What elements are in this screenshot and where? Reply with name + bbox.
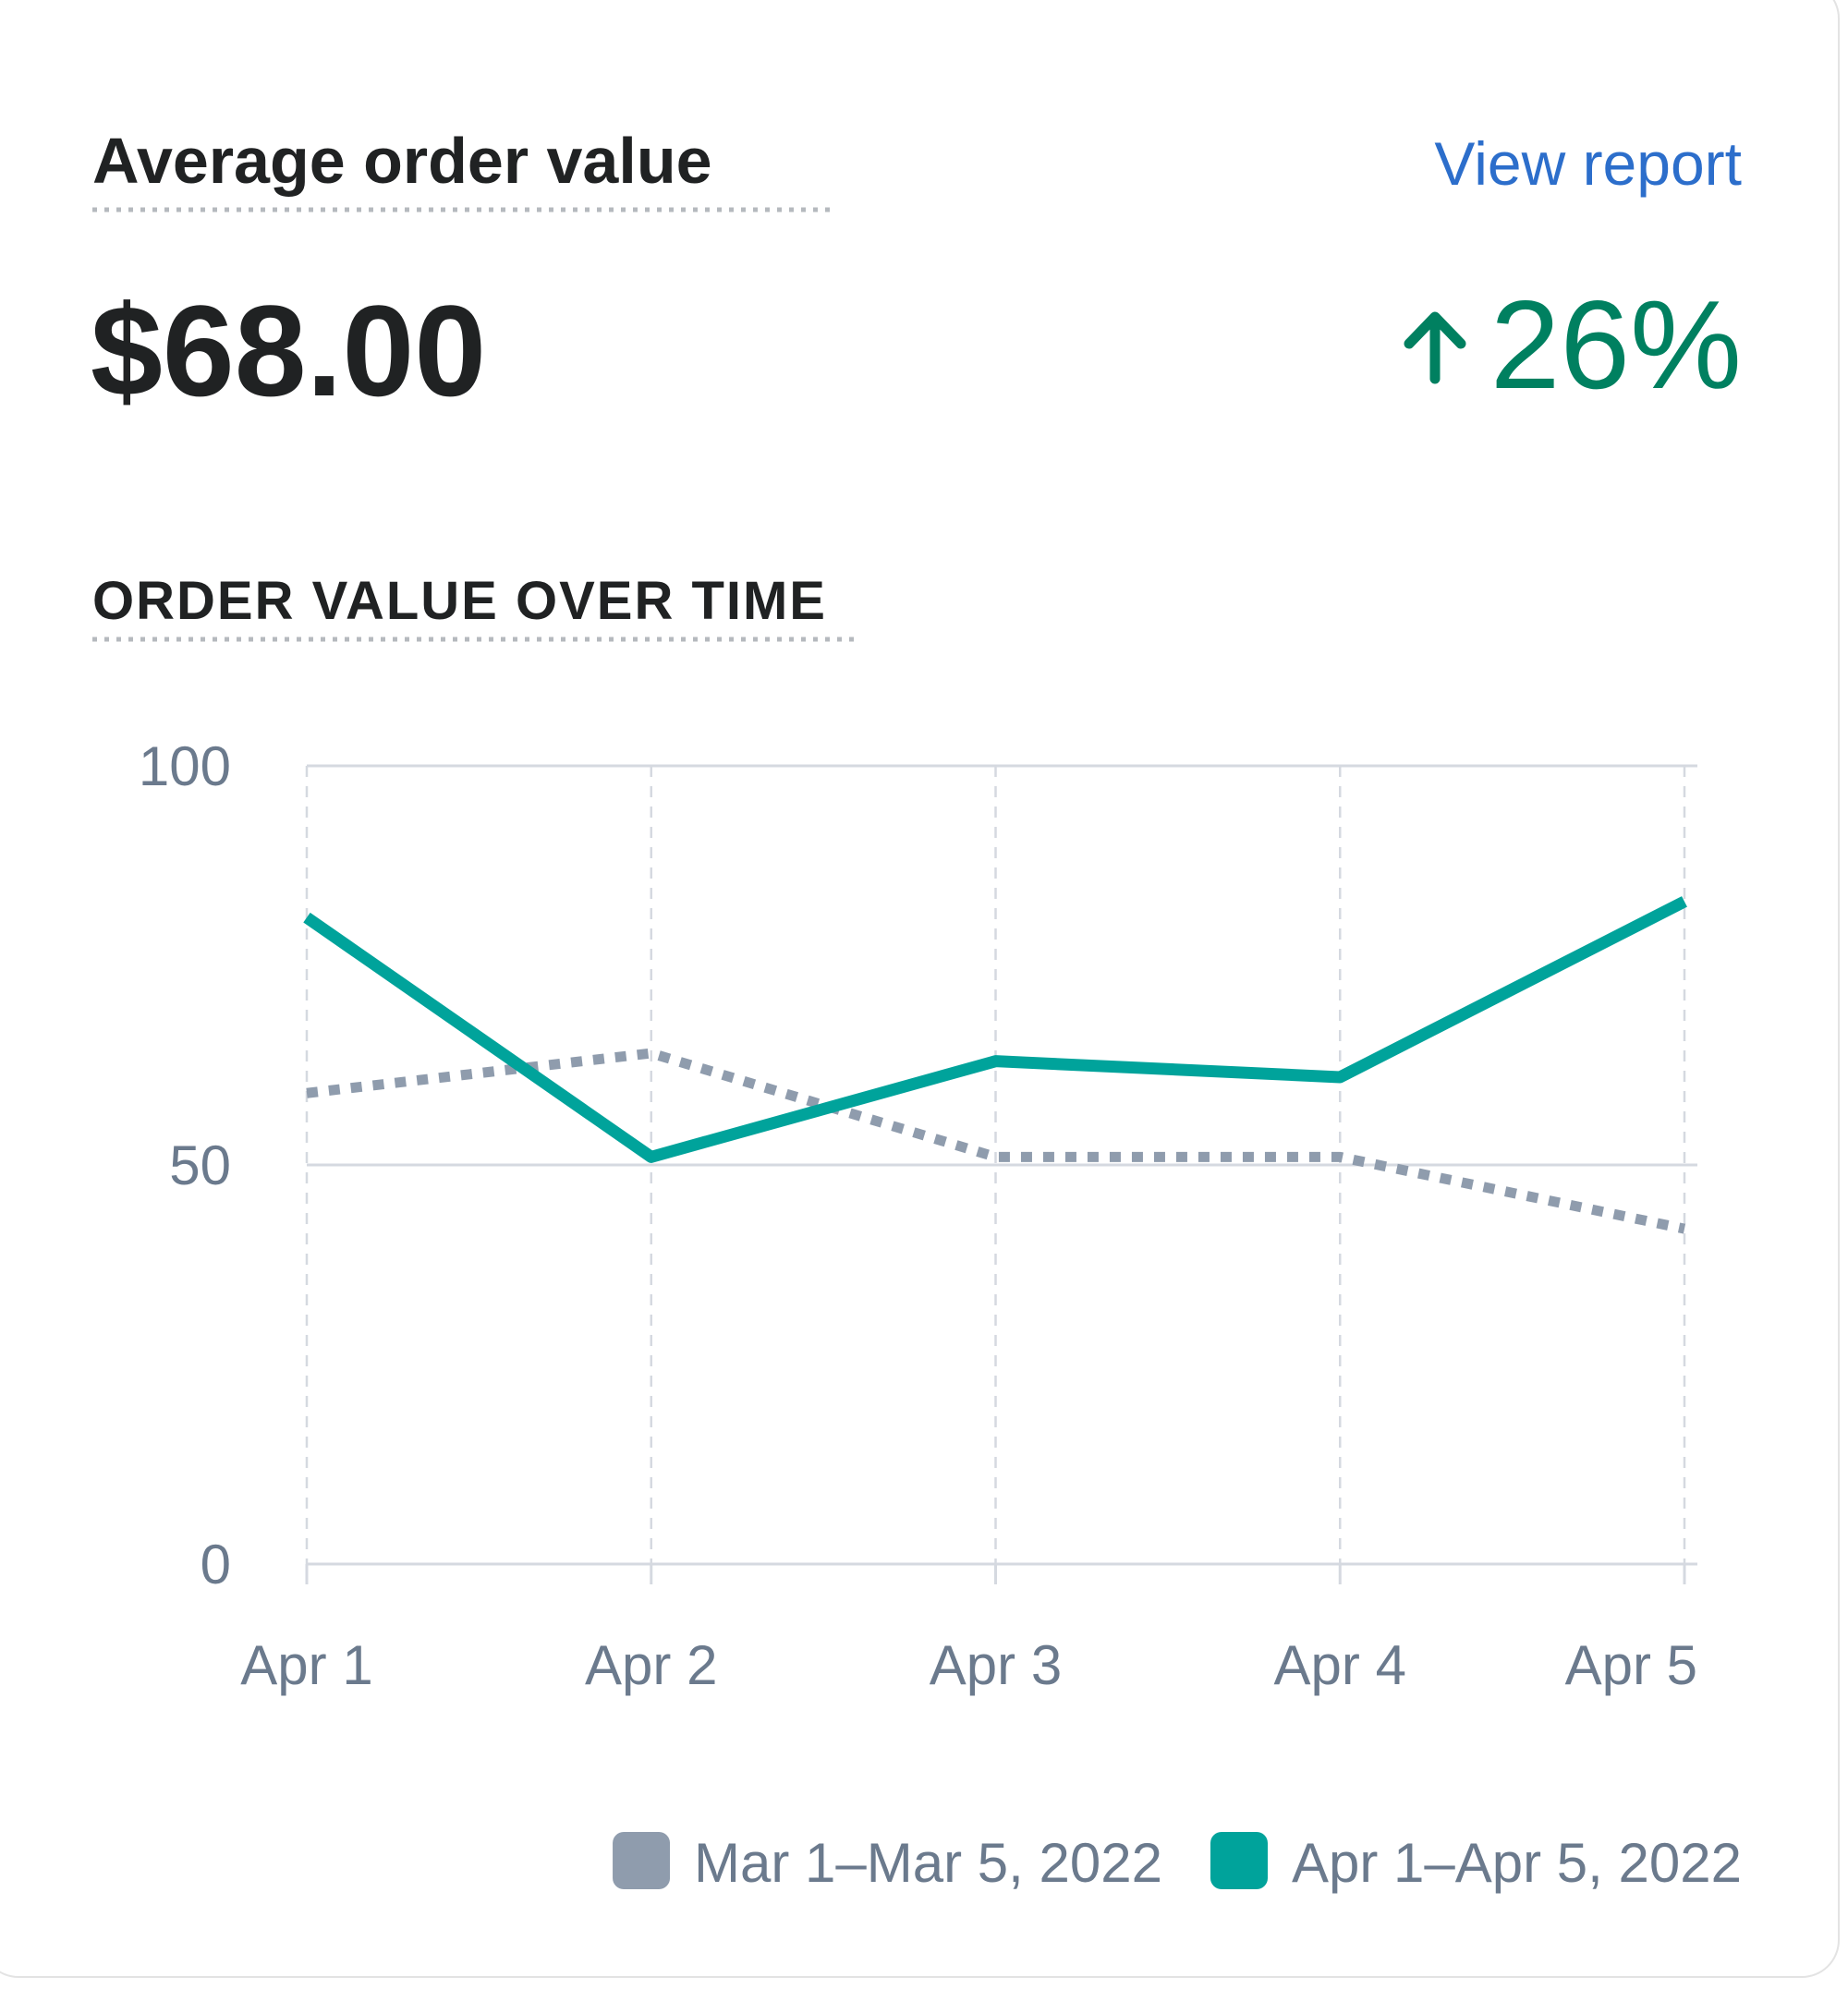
y-tick-label: 0 [201, 1534, 231, 1595]
up-arrow-icon [1404, 311, 1466, 384]
x-tick-label: Apr 4 [1274, 1634, 1406, 1696]
x-tick-label: Apr 2 [585, 1634, 717, 1696]
x-tick-label: Apr 3 [930, 1634, 1062, 1696]
line-series [303, 896, 1687, 1163]
change-percent: 26% [1490, 274, 1742, 415]
legend-swatch [1210, 1832, 1268, 1889]
chart-title: ORDER VALUE OVER TIME [92, 571, 827, 631]
legend-swatch [613, 1832, 671, 1889]
y-tick-label: 100 [139, 735, 231, 797]
y-tick-label: 50 [169, 1134, 231, 1196]
line-series [306, 1048, 1686, 1234]
view-report-link[interactable]: View report [1434, 129, 1742, 198]
x-tick-label: Apr 5 [1565, 1634, 1697, 1696]
legend-label: Apr 1–Apr 5, 2022 [1292, 1832, 1742, 1894]
legend-label: Mar 1–Mar 5, 2022 [694, 1832, 1162, 1894]
card-title: Average order value [92, 125, 712, 197]
metric-value: $68.00 [91, 278, 486, 423]
x-tick-label: Apr 1 [240, 1634, 372, 1696]
